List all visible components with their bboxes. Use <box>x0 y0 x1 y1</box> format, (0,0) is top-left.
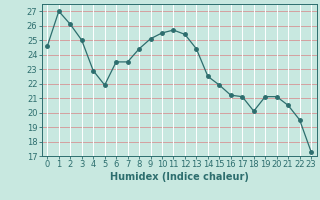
X-axis label: Humidex (Indice chaleur): Humidex (Indice chaleur) <box>110 172 249 182</box>
